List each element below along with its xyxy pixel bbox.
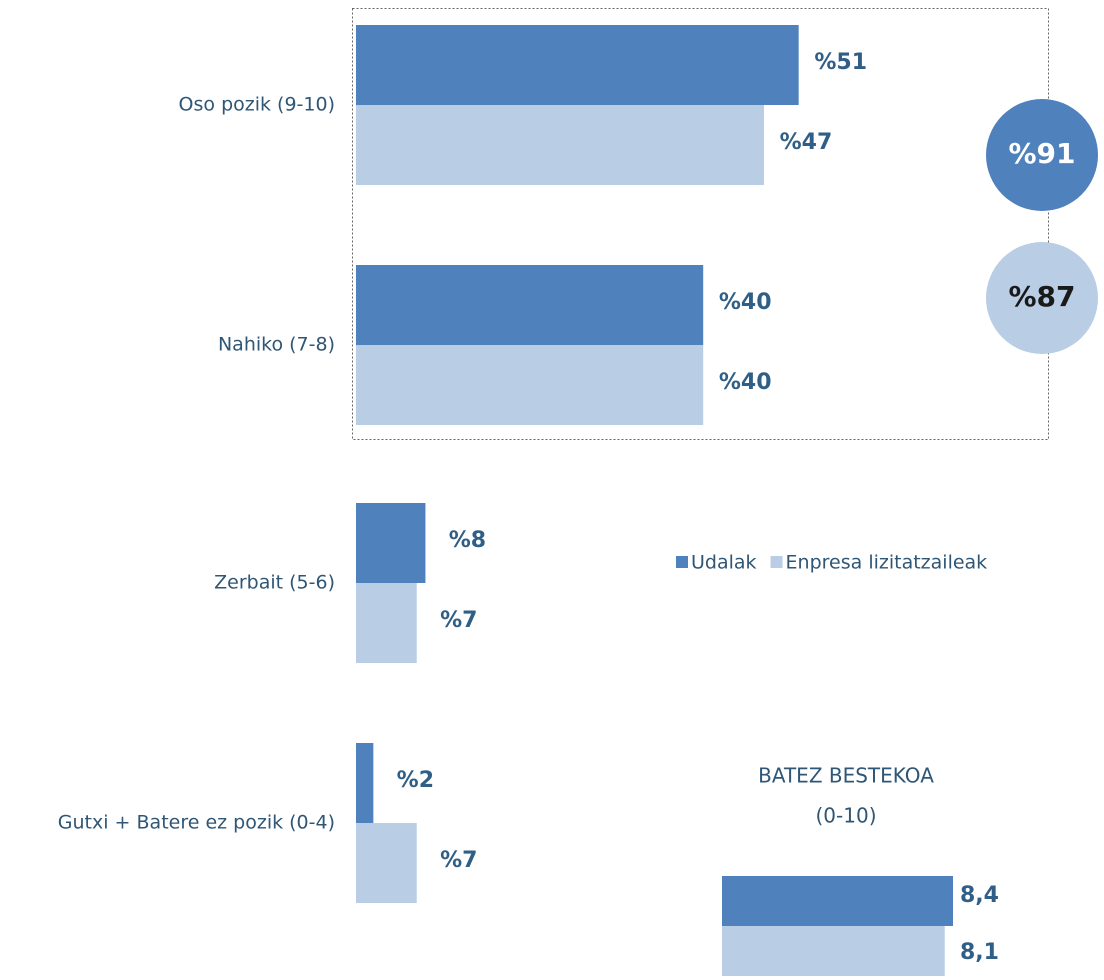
category-label: Zerbait (5-6): [214, 572, 335, 594]
bar: [356, 265, 704, 345]
bar: [356, 583, 417, 663]
value-label: %47: [780, 130, 833, 155]
value-label: %7: [440, 848, 477, 873]
legend-swatch: [770, 556, 783, 568]
bar: [356, 105, 764, 185]
value-label: %51: [814, 50, 867, 75]
value-label: %8: [449, 528, 486, 553]
total-label: %87: [1008, 280, 1075, 313]
legend-label: Enpresa lizitatzaileak: [786, 552, 988, 574]
value-label: %7: [440, 608, 477, 633]
value-label: %40: [719, 370, 772, 395]
chart-subtitle: (0-10): [816, 804, 877, 828]
group-frame: [352, 8, 1049, 440]
bar: [356, 345, 704, 425]
legend-label: Udalak: [691, 552, 757, 574]
category-label: Oso pozik (9-10): [179, 94, 335, 116]
bar: [722, 876, 953, 926]
total-circle: [986, 99, 1098, 211]
bar: [356, 823, 417, 903]
bar: [356, 743, 374, 823]
total-label: %91: [1008, 137, 1075, 170]
total-circle: [986, 242, 1098, 354]
value-label: 8,4: [960, 883, 999, 908]
value-label: %2: [397, 768, 434, 793]
legend-swatch: [676, 556, 688, 568]
bar: [356, 503, 426, 583]
category-label: Nahiko (7-8): [218, 334, 335, 356]
value-label: %40: [719, 290, 772, 315]
bar: [722, 926, 945, 976]
bar: [356, 25, 799, 105]
chart-title: BATEZ BESTEKOA: [758, 764, 934, 788]
category-label: Gutxi + Batere ez pozik (0-4): [58, 812, 335, 834]
value-label: 8,1: [960, 940, 999, 965]
